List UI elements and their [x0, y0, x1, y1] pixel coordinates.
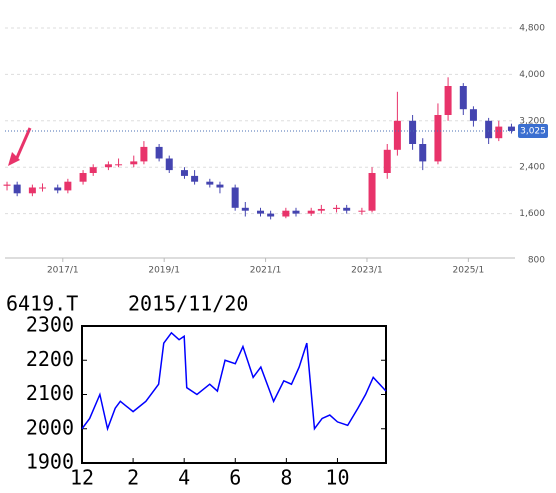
candle-body [292, 210, 300, 214]
candle-body [257, 210, 265, 214]
candle-body [130, 161, 138, 165]
x-tick-label: 2023/1 [351, 266, 383, 276]
candle-body [267, 213, 275, 217]
arrow-head [8, 152, 20, 166]
y-tick-label: 2200 [26, 347, 74, 371]
candle-body [155, 146, 163, 159]
x-tick-label: 10 [325, 466, 349, 490]
candle-body [282, 210, 290, 217]
candle-body [419, 144, 427, 162]
y-tick-label: 1,600 [519, 209, 545, 219]
x-tick-label: 2017/1 [47, 266, 79, 276]
candle-body [13, 184, 21, 194]
x-tick-label: 8 [280, 466, 292, 490]
candle-body [485, 120, 493, 139]
candle-body [317, 208, 325, 211]
x-tick-label: 4 [178, 466, 190, 490]
candle-body [79, 173, 87, 182]
candle-body [165, 158, 173, 171]
y-tick-label: 2300 [26, 313, 74, 337]
candle-body [206, 181, 214, 185]
candle-body [469, 109, 477, 121]
y-tick-label: 4,000 [519, 70, 545, 80]
y-tick-label: 3,200 [519, 116, 545, 126]
candle-body [140, 146, 148, 162]
y-tick-label: 2,400 [519, 163, 545, 173]
candle-body [459, 86, 467, 110]
chart-subtitle: 2015/11/20 [128, 292, 248, 316]
x-tick-label: 2021/1 [250, 266, 282, 276]
candle-body [39, 187, 47, 189]
candle-body [191, 175, 199, 182]
candle-body [216, 184, 224, 188]
candle-body [3, 184, 11, 186]
y-tick-label: 800 [528, 256, 545, 266]
candle-body [64, 181, 72, 191]
y-tick-label: 2000 [26, 415, 74, 439]
candle-body [231, 187, 239, 208]
x-tick-label: 2 [127, 466, 139, 490]
price-label: 3,025 [520, 126, 546, 136]
candle-body [434, 115, 442, 162]
candle-body [104, 164, 112, 168]
candle-body [358, 210, 366, 212]
arrow [14, 127, 32, 161]
y-tick-label: 1900 [26, 450, 74, 474]
x-tick-label: 2019/1 [148, 266, 180, 276]
candle-body [393, 120, 401, 150]
candle-body [409, 120, 417, 144]
candle-body [28, 187, 36, 194]
candle-body [89, 167, 97, 173]
candle-body [444, 86, 452, 115]
x-tick-label: 12 [70, 466, 94, 490]
candle-body [383, 149, 391, 173]
chart-title: 6419.T [6, 292, 78, 316]
candle-body [495, 126, 503, 139]
candle-body [343, 207, 351, 211]
y-tick-label: 4,800 [519, 24, 545, 34]
candle-body [115, 164, 123, 166]
y-tick-label: 2100 [26, 381, 74, 405]
x-tick-label: 6 [229, 466, 241, 490]
candle-body [333, 207, 341, 209]
plot-frame [81, 325, 387, 464]
price-line [81, 331, 387, 432]
x-tick-label: 2025/1 [453, 266, 485, 276]
candle-body [507, 126, 515, 131]
candle-body [368, 173, 376, 211]
candle-body [54, 187, 62, 191]
candle-body [307, 210, 315, 214]
candle-body [180, 170, 188, 176]
price-tag [518, 123, 548, 138]
candle-body [241, 207, 249, 211]
